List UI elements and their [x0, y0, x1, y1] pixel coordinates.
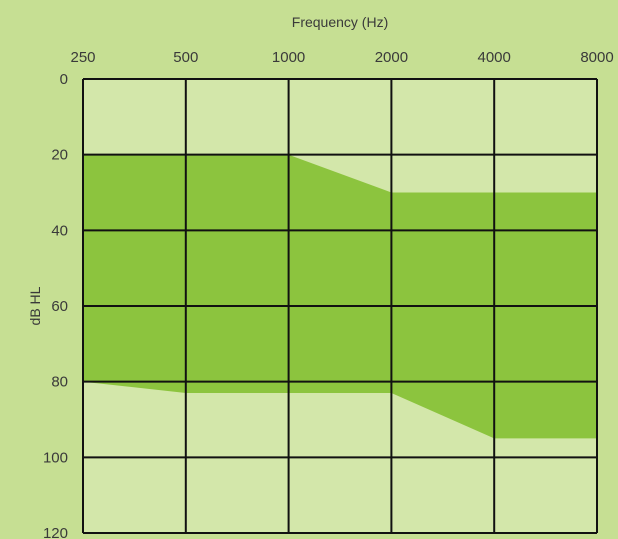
x-tick-label: 1000 — [272, 49, 305, 66]
y-tick-labels: 0 20 40 60 80 100 120 — [43, 71, 68, 539]
y-tick-label: 80 — [51, 374, 68, 391]
y-tick-label: 0 — [60, 71, 68, 88]
x-tick-label: 4000 — [478, 49, 511, 66]
x-tick-label: 8000 — [580, 49, 613, 66]
y-axis-title: dB HL — [27, 286, 43, 325]
y-tick-label: 120 — [43, 525, 68, 539]
y-tick-label: 100 — [43, 449, 68, 466]
band-layer — [83, 154, 597, 439]
x-tick-labels: 250 500 1000 2000 4000 8000 — [70, 49, 613, 66]
y-tick-label: 40 — [51, 222, 68, 239]
x-tick-label: 500 — [173, 49, 198, 66]
x-tick-label: 2000 — [375, 49, 408, 66]
y-tick-label: 60 — [51, 298, 68, 315]
x-axis-title: Frequency (Hz) — [292, 14, 388, 30]
grid-layer — [82, 78, 598, 534]
hearing-range-band — [83, 154, 597, 439]
x-tick-label: 250 — [70, 49, 95, 66]
y-tick-label: 20 — [51, 147, 68, 164]
